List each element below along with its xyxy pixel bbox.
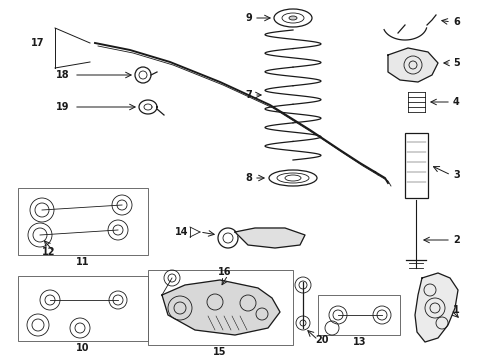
Text: 6: 6 [453,17,460,27]
Bar [18,276,148,341]
Text: 10: 10 [76,343,90,353]
Bar [148,270,293,345]
Bar [318,295,400,335]
Polygon shape [235,228,305,248]
Text: 8: 8 [245,173,252,183]
Text: 15: 15 [213,347,227,357]
Text: 2: 2 [453,235,460,245]
Text: 14: 14 [174,227,188,237]
Text: 4: 4 [453,97,460,107]
Polygon shape [162,280,280,335]
Text: 1: 1 [453,305,460,315]
Text: 17: 17 [30,38,44,48]
Bar [18,188,148,255]
Text: 12: 12 [42,247,55,257]
Text: 5: 5 [453,58,460,68]
Text: 16: 16 [218,267,231,277]
Text: 7: 7 [245,90,252,100]
Polygon shape [415,273,458,342]
Ellipse shape [289,16,297,20]
Polygon shape [388,48,438,82]
Text: 3: 3 [453,170,460,180]
Text: 13: 13 [353,337,367,347]
Text: 19: 19 [56,102,70,112]
Text: 11: 11 [76,257,90,267]
Text: 20: 20 [315,335,328,345]
Bar [405,133,428,198]
Text: 18: 18 [56,70,70,80]
Text: 9: 9 [245,13,252,23]
